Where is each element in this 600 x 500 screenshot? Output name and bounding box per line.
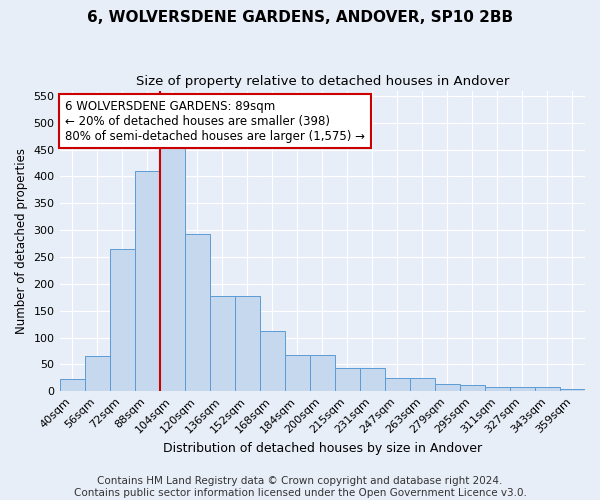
Bar: [360, 368, 385, 391]
Bar: [85, 356, 110, 391]
Bar: [59, 380, 85, 391]
Bar: [285, 354, 310, 391]
Bar: [160, 147, 185, 391]
Bar: [560, 388, 585, 391]
Bar: [185, 234, 209, 391]
Title: Size of property relative to detached houses in Andover: Size of property relative to detached ho…: [136, 75, 509, 88]
Bar: [485, 388, 510, 391]
Y-axis label: Number of detached properties: Number of detached properties: [15, 148, 28, 334]
Bar: [134, 171, 160, 391]
Bar: [385, 378, 410, 391]
Bar: [260, 330, 285, 391]
Text: 6 WOLVERSDENE GARDENS: 89sqm
← 20% of detached houses are smaller (398)
80% of s: 6 WOLVERSDENE GARDENS: 89sqm ← 20% of de…: [65, 100, 365, 142]
Bar: [235, 296, 260, 391]
Bar: [435, 384, 460, 391]
Bar: [335, 368, 360, 391]
Bar: [110, 249, 134, 391]
Text: Contains HM Land Registry data © Crown copyright and database right 2024.
Contai: Contains HM Land Registry data © Crown c…: [74, 476, 526, 498]
Bar: [410, 378, 435, 391]
X-axis label: Distribution of detached houses by size in Andover: Distribution of detached houses by size …: [163, 442, 482, 455]
Bar: [310, 354, 335, 391]
Bar: [460, 386, 485, 391]
Text: 6, WOLVERSDENE GARDENS, ANDOVER, SP10 2BB: 6, WOLVERSDENE GARDENS, ANDOVER, SP10 2B…: [87, 10, 513, 25]
Bar: [510, 388, 535, 391]
Bar: [535, 388, 560, 391]
Bar: [209, 296, 235, 391]
